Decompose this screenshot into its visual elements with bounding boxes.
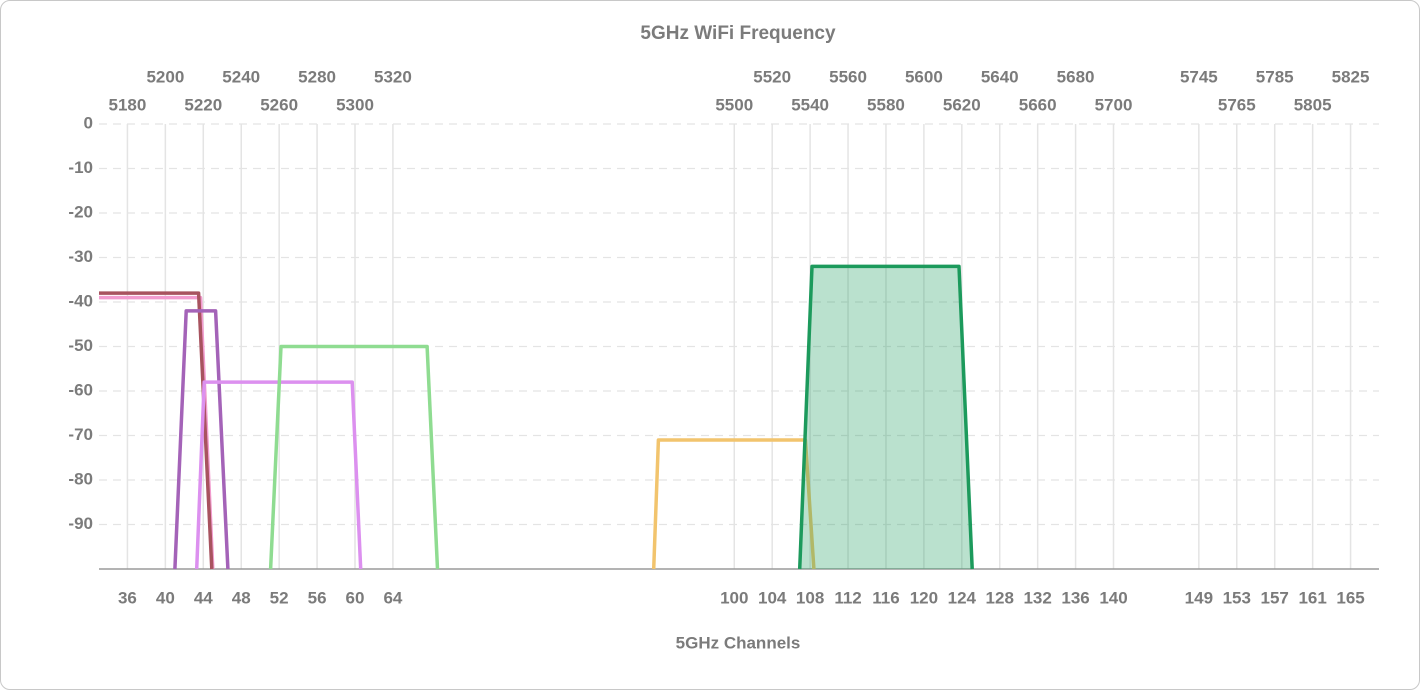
y-tick-label: -70 [68, 425, 93, 444]
line [99, 291, 214, 570]
x2-tick-label: 5500 [715, 95, 753, 114]
line [268, 344, 440, 570]
y-tick-label: 0 [84, 113, 93, 132]
y-tick-label: -50 [68, 336, 93, 355]
x-tick-label: 153 [1223, 588, 1251, 607]
x-tick-label: 120 [910, 588, 938, 607]
x-tick-label: 108 [796, 588, 824, 607]
y-tick-label: -30 [68, 247, 93, 266]
x-tick-label: 112 [834, 588, 861, 607]
x2-tick-label: 5825 [1332, 67, 1370, 86]
area [799, 266, 973, 569]
x-tick-label: 140 [1099, 588, 1127, 607]
line [99, 295, 215, 570]
x2-tick-label: 5580 [867, 95, 905, 114]
x2-tick-label: 5660 [1019, 95, 1057, 114]
x-tick-label: 36 [118, 588, 137, 607]
x-tick-label: 116 [872, 588, 899, 607]
y-tick-label: -80 [68, 469, 93, 488]
x2-tick-label: 5320 [374, 67, 412, 86]
y-tick-label: -60 [68, 380, 93, 399]
x2-tick-label: 5765 [1218, 95, 1256, 114]
x-tick-label: 128 [986, 588, 1014, 607]
line [173, 309, 230, 570]
x2-tick-label: 5200 [146, 67, 184, 86]
y-tick-label: -20 [68, 202, 93, 221]
x-tick-label: 149 [1185, 588, 1213, 607]
line [651, 438, 816, 570]
x-tick-label: 136 [1061, 588, 1089, 607]
y-tick-label: -40 [68, 291, 93, 310]
x-tick-label: 60 [346, 588, 365, 607]
y-tick-label: -90 [68, 514, 93, 533]
x2-tick-label: 5620 [943, 95, 981, 114]
x2-tick-label: 5300 [336, 95, 374, 114]
x-tick-label: 40 [156, 588, 175, 607]
x-tick-label: 52 [270, 588, 289, 607]
x-axis-label: 5GHz Channels [676, 633, 801, 652]
x2-tick-label: 5700 [1095, 95, 1133, 114]
x2-tick-label: 5180 [109, 95, 147, 114]
x2-tick-label: 5240 [222, 67, 260, 86]
x-tick-label: 44 [194, 588, 213, 607]
x2-tick-label: 5805 [1294, 95, 1332, 114]
y-tick-label: -10 [68, 158, 93, 177]
x2-tick-label: 5540 [791, 95, 829, 114]
x2-tick-label: 5640 [981, 67, 1019, 86]
x-tick-label: 124 [948, 588, 977, 607]
x2-tick-label: 5220 [184, 95, 222, 114]
x-tick-label: 104 [758, 588, 787, 607]
x-tick-label: 161 [1298, 588, 1326, 607]
x2-tick-label: 5520 [753, 67, 791, 86]
x2-tick-label: 5280 [298, 67, 336, 86]
x-tick-label: 157 [1261, 588, 1289, 607]
x2-tick-label: 5785 [1256, 67, 1294, 86]
x-tick-label: 48 [232, 588, 251, 607]
chart-title: 5GHz WiFi Frequency [640, 23, 836, 44]
x-tick-label: 100 [720, 588, 748, 607]
x2-tick-label: 5745 [1180, 67, 1218, 86]
x2-tick-label: 5260 [260, 95, 298, 114]
x-tick-label: 56 [308, 588, 327, 607]
x2-tick-label: 5680 [1057, 67, 1095, 86]
x-tick-label: 165 [1336, 588, 1364, 607]
line [797, 264, 974, 570]
x-tick-label: 64 [383, 588, 402, 607]
x2-tick-label: 5560 [829, 67, 867, 86]
x-tick-label: 132 [1023, 588, 1051, 607]
x2-tick-label: 5600 [905, 67, 943, 86]
